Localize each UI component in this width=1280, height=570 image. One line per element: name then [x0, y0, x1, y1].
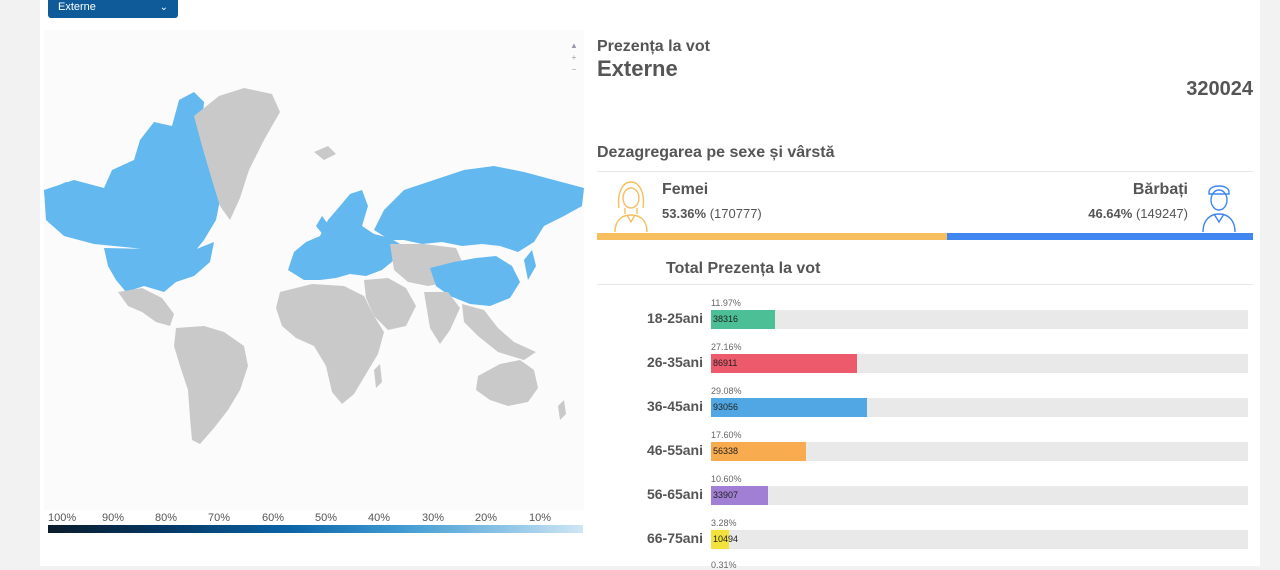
- male-label: Bărbați: [1132, 181, 1188, 198]
- age-pct: 11.97%: [711, 298, 741, 308]
- map-africa: [276, 284, 384, 404]
- zoom-out-icon[interactable]: −: [571, 65, 577, 74]
- age-bar-fill: [711, 398, 868, 417]
- age-bar-fill: [711, 354, 857, 373]
- woman-avatar-icon: [614, 181, 648, 233]
- age-bar-track[interactable]: 38316: [711, 310, 1248, 329]
- divider: [597, 171, 1253, 172]
- gender-split-bar: [597, 233, 1253, 240]
- page-title: Prezența la vot: [597, 38, 710, 55]
- map-japan[interactable]: [524, 250, 536, 280]
- female-label: Femei: [662, 181, 709, 198]
- age-label: 66-75ani: [646, 530, 703, 546]
- map-south-america: [174, 326, 248, 444]
- legend-label: 60%: [262, 512, 285, 524]
- age-pct: 3.28%: [711, 518, 737, 528]
- age-pct: 27.16%: [711, 342, 742, 352]
- age-row: 18-25ani 11.97% 38316: [597, 298, 1253, 342]
- female-pct: 53.36%: [662, 206, 707, 221]
- map-uk[interactable]: [316, 216, 328, 236]
- male-share-bar: [947, 233, 1253, 240]
- chevron-down-icon: ⌄: [159, 1, 168, 13]
- age-pct: 17.60%: [711, 430, 742, 440]
- map-russia[interactable]: [374, 166, 584, 252]
- age-bar-track[interactable]: 86911: [711, 354, 1248, 373]
- legend-label: 70%: [208, 512, 231, 524]
- map-china[interactable]: [430, 256, 520, 306]
- zoom-in-icon[interactable]: +: [571, 53, 577, 62]
- age-label: 18-25ani: [646, 310, 703, 326]
- male-pct: 46.64%: [1088, 206, 1133, 221]
- map-mexico: [118, 288, 174, 326]
- map-zoom-controls: ▲ + −: [569, 40, 579, 76]
- age-bar-value: 93056: [713, 402, 739, 412]
- map-india: [424, 292, 460, 344]
- age-section-title: Total Prezența la vot: [666, 260, 821, 277]
- region-select-value: Externe: [58, 1, 96, 13]
- legend-label: 80%: [155, 512, 178, 524]
- region-select[interactable]: Externe ⌄: [48, 0, 178, 18]
- map-europe[interactable]: [288, 190, 400, 280]
- age-bar-track[interactable]: 10494: [711, 530, 1248, 549]
- age-bar-value: 10494: [713, 534, 739, 544]
- age-bar-fill: [711, 530, 729, 549]
- divider: [597, 284, 1253, 285]
- age-row: 46-55ani 17.60% 56338: [597, 430, 1253, 474]
- age-bar-value: 38316: [713, 314, 739, 324]
- age-pct: 10.60%: [711, 474, 742, 484]
- age-bar-value: 33907: [713, 490, 739, 500]
- legend-label: 30%: [422, 512, 445, 524]
- age-label: 56-65ani: [646, 486, 703, 502]
- legend-label: 40%: [368, 512, 391, 524]
- age-bar-track[interactable]: 93056: [711, 398, 1248, 417]
- age-pct: 29.08%: [711, 386, 742, 396]
- age-label: 46-55ani: [646, 442, 703, 458]
- home-icon[interactable]: ▲: [570, 41, 578, 50]
- age-row: 26-35ani 27.16% 86911: [597, 342, 1253, 386]
- map-legend-gradient: [48, 525, 583, 533]
- map-alaska: [44, 182, 84, 208]
- age-bar-track[interactable]: 33907: [711, 486, 1248, 505]
- legend-label: 90%: [102, 512, 125, 524]
- legend-label: 20%: [475, 512, 498, 524]
- male-count: (149247): [1135, 206, 1188, 221]
- map-canada[interactable]: [44, 92, 222, 252]
- legend-label: 10%: [529, 512, 552, 524]
- map-middle-east: [364, 278, 416, 330]
- age-label: 36-45ani: [646, 398, 703, 414]
- map-se-asia: [462, 304, 536, 360]
- age-next-pct: 0.31%: [711, 560, 737, 570]
- map-greenland: [194, 88, 280, 220]
- age-bar-value: 56338: [713, 446, 739, 456]
- world-map-svg: [44, 88, 584, 444]
- legend-label: 100%: [48, 512, 77, 524]
- legend-label: 50%: [315, 512, 338, 524]
- age-row: 56-65ani 10.60% 33907: [597, 474, 1253, 518]
- age-bar-value: 86911: [713, 358, 738, 368]
- total-votes: 320024: [1186, 78, 1253, 100]
- map-usa[interactable]: [104, 242, 214, 292]
- gender-section-title: Dezagregarea pe sexe și vârstă: [597, 144, 835, 161]
- age-row: 36-45ani 29.08% 93056: [597, 386, 1253, 430]
- age-bar-fill: [711, 486, 768, 505]
- map-australia: [476, 360, 538, 406]
- age-bar-track[interactable]: 56338: [711, 442, 1248, 461]
- age-bar-fill: [711, 442, 806, 461]
- map-new-zealand: [558, 400, 566, 420]
- map-madagascar: [374, 364, 382, 388]
- female-share-bar: [597, 233, 948, 240]
- female-count: (170777): [709, 206, 762, 221]
- male-value: 46.64% (149247): [1088, 206, 1188, 221]
- page-subtitle: Externe: [597, 56, 678, 81]
- world-map[interactable]: [44, 30, 584, 510]
- age-row: 66-75ani 3.28% 10494: [597, 518, 1253, 562]
- female-value: 53.36% (170777): [662, 206, 762, 221]
- map-iceland: [314, 146, 336, 160]
- age-label: 26-35ani: [646, 354, 703, 370]
- man-avatar-icon: [1202, 185, 1236, 233]
- age-bar-fill: [711, 310, 776, 329]
